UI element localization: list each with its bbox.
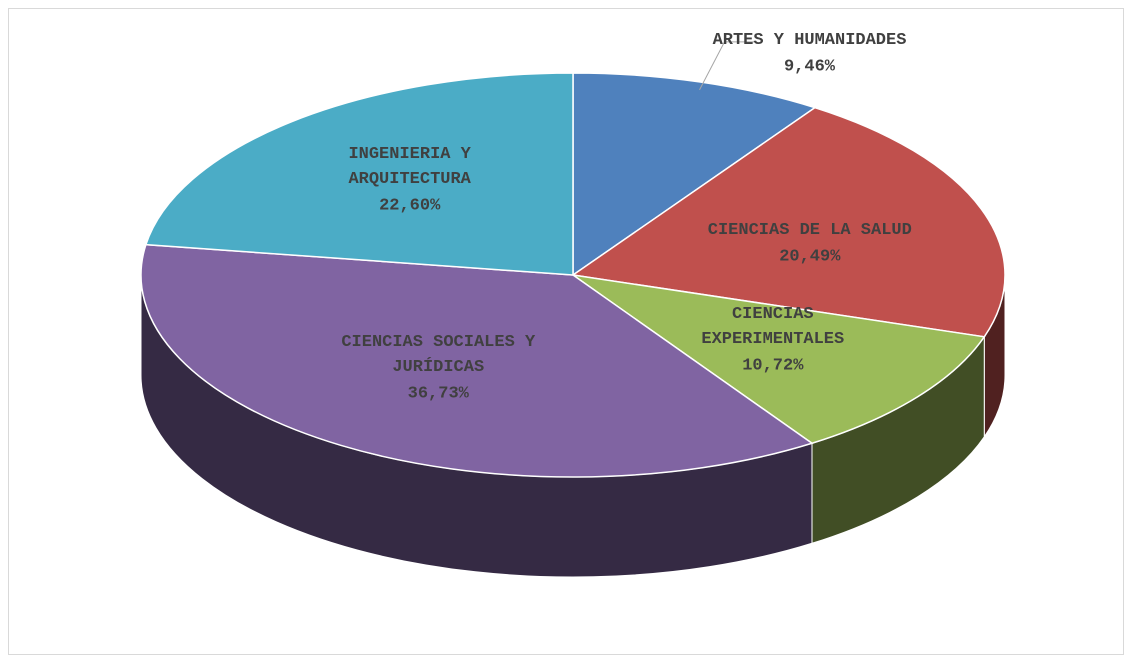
pie-slice bbox=[572, 274, 986, 445]
value-label: 36,73% bbox=[407, 384, 469, 404]
slice-label: INGENIERIA Y ARQUITECTURA bbox=[348, 145, 471, 190]
slice-label: CIENCIAS EXPERIMENTALES bbox=[701, 304, 845, 349]
pie-slice bbox=[144, 72, 574, 276]
slice-label: ARTES Y HUMANIDADES bbox=[712, 30, 907, 50]
slice-label: CIENCIAS DE LA SALUD bbox=[707, 220, 912, 240]
leader-line bbox=[699, 41, 755, 91]
pie-slice bbox=[140, 243, 814, 478]
value-label: 9,46% bbox=[783, 57, 835, 77]
pie-slice bbox=[572, 72, 817, 277]
slice-label: CIENCIAS SOCIALES Y JURÍDICAS bbox=[341, 332, 536, 377]
pie-slice bbox=[571, 106, 1006, 338]
value-label: 22,60% bbox=[379, 196, 441, 216]
value-label: 20,49% bbox=[779, 247, 841, 267]
value-label: 10,72% bbox=[742, 356, 804, 376]
